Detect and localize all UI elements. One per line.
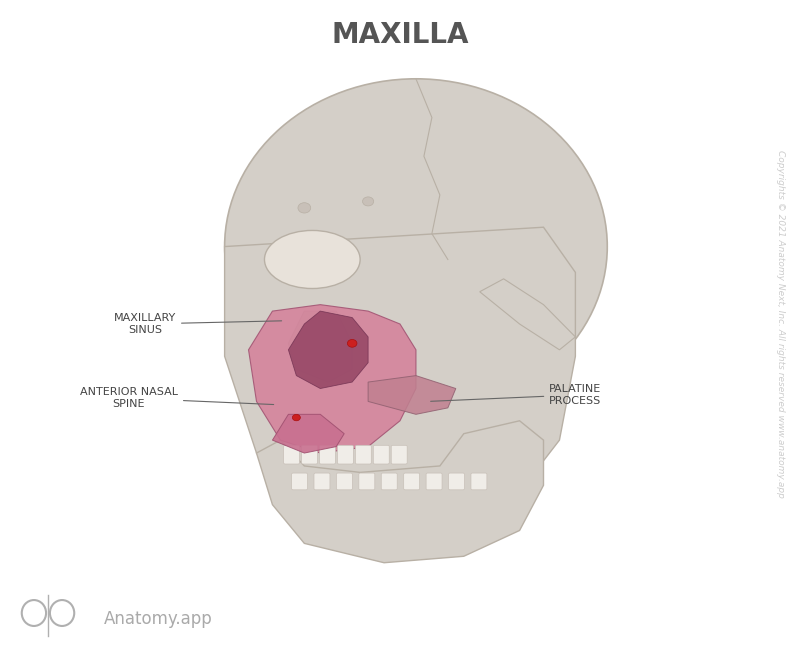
Ellipse shape [225, 79, 607, 414]
FancyBboxPatch shape [382, 473, 398, 490]
FancyBboxPatch shape [471, 473, 487, 490]
FancyBboxPatch shape [314, 473, 330, 490]
Text: Anatomy.app: Anatomy.app [104, 610, 213, 628]
Polygon shape [257, 421, 543, 562]
FancyBboxPatch shape [404, 473, 420, 490]
Polygon shape [288, 311, 368, 389]
Polygon shape [225, 227, 575, 531]
Circle shape [298, 203, 310, 213]
Text: ANTERIOR NASAL
SPINE: ANTERIOR NASAL SPINE [80, 388, 274, 409]
FancyBboxPatch shape [374, 445, 390, 464]
Circle shape [292, 414, 300, 421]
Text: Copyrights © 2021 Anatomy Next, Inc. All rights reserved www.anatomy.app: Copyrights © 2021 Anatomy Next, Inc. All… [775, 150, 785, 498]
FancyBboxPatch shape [338, 445, 354, 464]
Circle shape [362, 197, 374, 206]
FancyBboxPatch shape [355, 445, 371, 464]
Polygon shape [368, 376, 456, 414]
Text: MAXILLA: MAXILLA [331, 21, 469, 49]
FancyBboxPatch shape [284, 445, 299, 464]
Text: PALATINE
PROCESS: PALATINE PROCESS [430, 384, 602, 406]
FancyBboxPatch shape [337, 473, 352, 490]
Circle shape [347, 340, 357, 347]
FancyBboxPatch shape [449, 473, 465, 490]
FancyBboxPatch shape [319, 445, 335, 464]
Polygon shape [480, 279, 575, 350]
Polygon shape [249, 305, 416, 453]
Polygon shape [288, 311, 352, 382]
FancyBboxPatch shape [359, 473, 374, 490]
FancyBboxPatch shape [291, 473, 307, 490]
Text: MAXILLARY
SINUS: MAXILLARY SINUS [114, 313, 282, 335]
Ellipse shape [265, 231, 360, 288]
Polygon shape [273, 414, 344, 453]
FancyBboxPatch shape [391, 445, 407, 464]
FancyBboxPatch shape [426, 473, 442, 490]
FancyBboxPatch shape [302, 445, 318, 464]
